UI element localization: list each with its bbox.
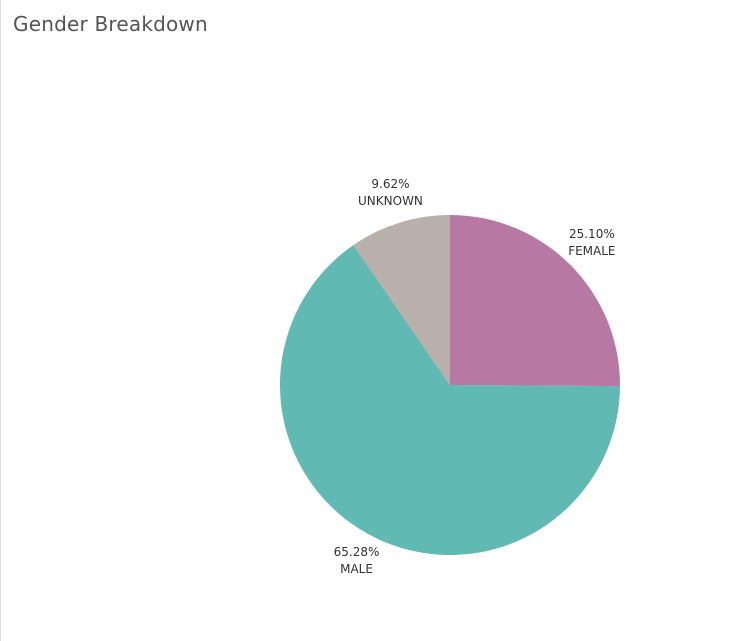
pie-slice-unknown[interactable] xyxy=(353,215,450,385)
pie-slice-female[interactable] xyxy=(450,215,620,387)
pie-slices xyxy=(280,215,620,555)
slice-percent: 9.62% xyxy=(371,177,409,191)
slice-label-male: 65.28% MALE xyxy=(334,545,380,576)
pie-labels: 25.10% FEMALE 65.28% MALE 9.62% UNKNOWN xyxy=(334,177,616,576)
slice-percent: 25.10% xyxy=(569,227,615,241)
slice-label-unknown: 9.62% UNKNOWN xyxy=(358,177,423,208)
slice-category: FEMALE xyxy=(568,244,615,258)
slice-percent: 65.28% xyxy=(334,545,380,559)
chart-title: Gender Breakdown xyxy=(13,12,208,36)
pie-slice-male[interactable] xyxy=(280,245,620,555)
slice-category: MALE xyxy=(340,562,373,576)
slice-label-female: 25.10% FEMALE xyxy=(568,227,615,258)
slice-category: UNKNOWN xyxy=(358,194,423,208)
